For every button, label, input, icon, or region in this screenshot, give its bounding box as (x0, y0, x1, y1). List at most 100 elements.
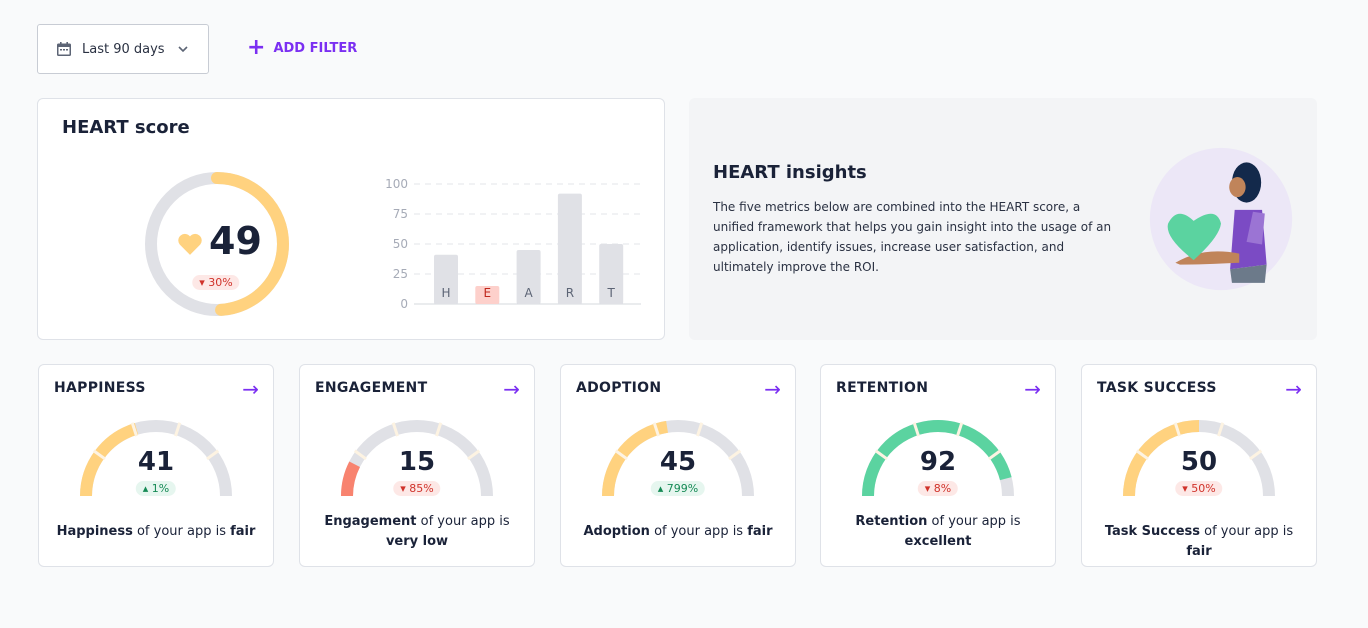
metric-name: Adoption (583, 524, 650, 539)
metric-description: Engagement of your app is very low (310, 512, 524, 552)
metric-desc-text: of your app is (649, 524, 748, 539)
metric-title: TASK SUCCESS (1097, 380, 1217, 396)
add-filter-label: ADD FILTER (273, 40, 358, 56)
date-range-select[interactable]: Last 90 days (37, 24, 209, 74)
metric-change-badge: ▴ 799% (650, 481, 706, 496)
metric-card-adoption: ADOPTION → 45 ▴ 799% Adoption of your ap… (560, 364, 796, 567)
metric-title: ADOPTION (576, 380, 662, 396)
metric-rating: very low (385, 534, 449, 549)
metric-change-badge: ▾ 8% (917, 481, 959, 496)
change-value: 8% (933, 482, 952, 495)
add-filter-button[interactable]: + ADD FILTER (247, 35, 358, 60)
arrow-right-icon[interactable]: → (764, 377, 781, 401)
change-value: 50% (1191, 482, 1216, 495)
date-range-label: Last 90 days (82, 41, 165, 57)
insights-title: HEART insights (713, 162, 867, 183)
bar-E (475, 286, 500, 304)
arrow-right-icon[interactable]: → (1024, 377, 1041, 401)
arrow-right-icon[interactable]: → (503, 377, 520, 401)
metric-value: 92 (919, 447, 957, 477)
gauge-separator (206, 449, 220, 461)
metric-desc-text: of your app is (927, 514, 1021, 529)
gauge-separator (92, 449, 106, 461)
down-triangle-icon: ▾ (1182, 482, 1192, 495)
arrow-right-icon[interactable]: → (1285, 377, 1302, 401)
gauge-separator (1135, 449, 1149, 461)
donut-fill (145, 172, 289, 316)
gauge-separator (614, 449, 628, 461)
gauge-fill (341, 461, 361, 497)
metric-description: Retention of your app is excellent (831, 512, 1045, 552)
gauge-separator (174, 422, 182, 437)
gauge-separator (1173, 422, 1181, 437)
metric-value: 41 (137, 447, 175, 477)
gauge-separator (696, 422, 704, 437)
metric-rating: fair (230, 524, 256, 539)
heart-icon (178, 233, 202, 255)
arrow-right-icon[interactable]: → (242, 377, 259, 401)
heart-score-card: HEART score 0 25 50 75 100 H E A R T 49 ▾ 30% (37, 98, 665, 340)
bar-label: T (607, 286, 616, 300)
metric-desc-text: of your app is (132, 524, 231, 539)
up-triangle-icon: ▴ (657, 482, 667, 495)
down-triangle-icon: ▾ (924, 482, 934, 495)
metric-card-task-success: TASK SUCCESS → 50 ▾ 50% Task Success of … (1081, 364, 1317, 567)
change-value: 799% (666, 482, 699, 495)
metric-description: Adoption of your app is fair (571, 522, 785, 542)
metric-title: ENGAGEMENT (315, 380, 428, 396)
gauge-fill (1123, 420, 1200, 497)
metric-change-badge: ▾ 50% (1175, 481, 1223, 496)
gauge-separator (353, 449, 367, 461)
metric-value: 50 (1180, 447, 1218, 477)
plus-icon: + (247, 35, 266, 60)
metric-change-badge: ▴ 1% (135, 481, 177, 496)
calendar-icon (57, 42, 71, 56)
bar-label: R (566, 286, 574, 300)
metric-card-happiness: HAPPINESS → 41 ▴ 1% Happiness of your ap… (38, 364, 274, 567)
metric-name: Happiness (56, 524, 133, 539)
metric-desc-text: of your app is (1200, 524, 1294, 539)
gauge-separator (130, 422, 138, 437)
bar-label: E (484, 286, 492, 300)
gauge-separator (435, 422, 443, 437)
bar-A (516, 250, 541, 304)
chevron-down-icon (178, 46, 188, 53)
metric-rating: fair (747, 524, 773, 539)
y-tick-label: 75 (393, 207, 408, 221)
gauge-separator (652, 422, 660, 437)
down-triangle-icon: ▾ (400, 482, 410, 495)
metric-value: 45 (659, 447, 697, 477)
woman-holding-heart-illustration (1149, 147, 1293, 291)
gauge-separator (988, 449, 1002, 461)
metric-rating: fair (1186, 544, 1212, 559)
bar-label: H (441, 286, 450, 300)
gauge-separator (956, 422, 964, 437)
bar-H (434, 254, 458, 304)
gauge-separator (728, 449, 742, 461)
bar-T (599, 244, 624, 304)
heart-score-donut: 0 25 50 75 100 H E A R T (145, 172, 641, 316)
y-tick-label: 50 (393, 237, 408, 251)
metric-gauge (1123, 420, 1275, 497)
bar-R (557, 193, 582, 304)
metric-rating: excellent (904, 534, 972, 549)
y-tick-label: 0 (400, 297, 408, 311)
metric-name: Task Success (1104, 524, 1201, 539)
gauge-separator (912, 422, 920, 437)
y-tick-label: 100 (385, 177, 408, 191)
down-triangle-icon: ▾ (199, 276, 209, 289)
metric-change-badge: ▾ 85% (393, 481, 441, 496)
metric-description: Task Success of your app is fair (1092, 522, 1306, 562)
metric-title: HAPPINESS (54, 380, 146, 396)
metric-name: Retention (855, 514, 928, 529)
metric-description: Happiness of your app is fair (49, 522, 263, 542)
heart-insights-panel: HEART insights The five metrics below ar… (689, 98, 1317, 340)
metric-title: RETENTION (836, 380, 929, 396)
metric-gauge (80, 420, 232, 497)
metric-value: 15 (398, 447, 436, 477)
gauge-separator (1217, 422, 1225, 437)
gauge-fill (862, 420, 1012, 497)
change-value: 30% (208, 276, 233, 289)
heart-score-value: 49 (209, 219, 262, 263)
metric-card-engagement: ENGAGEMENT → 15 ▾ 85% Engagement of your… (299, 364, 535, 567)
